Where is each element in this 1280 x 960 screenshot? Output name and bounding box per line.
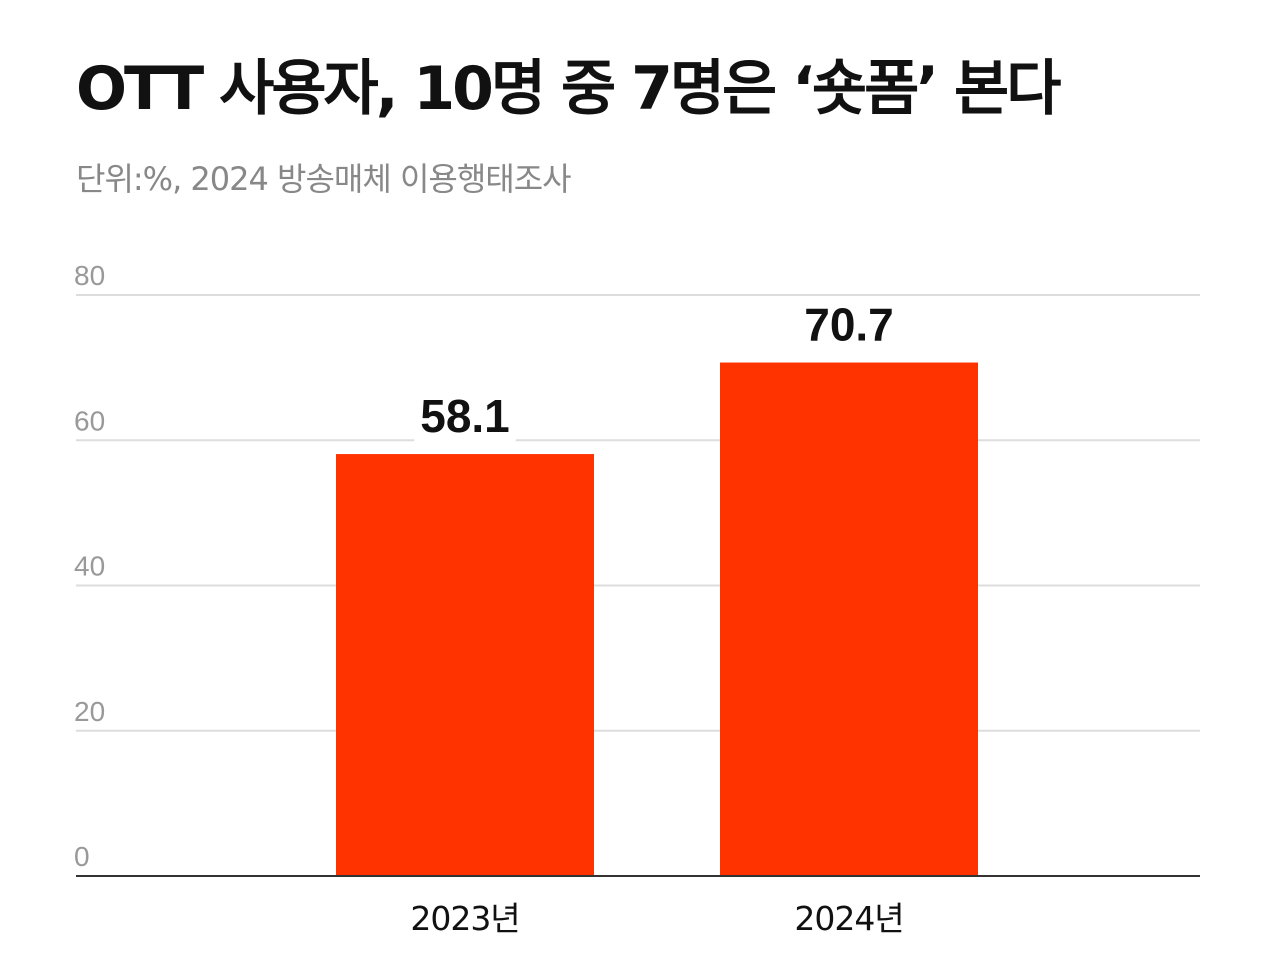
y-tick-label: 0 [74,841,90,872]
bars [76,362,1200,877]
value-label: 70.7 [804,299,894,351]
labels: 0 20 40 60 80 58.1 2023년 70.7 2024년 [74,260,905,938]
chart-subtitle: 단위:%, 2024 방송매체 이용행태조사 [76,160,572,198]
y-tick-label: 80 [74,260,105,291]
chart-title: OTT 사용자, 10명 중 7명은 ‘숏폼’ 본다 [76,54,1061,124]
value-label-background [798,298,900,351]
y-tick-label: 60 [74,405,105,436]
bar-2023년 [336,454,594,876]
x-category-label: 2023년 [410,899,519,938]
value-label-background [414,390,516,443]
y-tick-label: 20 [74,696,105,727]
bar-2024년 [720,362,978,876]
value-label: 58.1 [420,390,510,442]
gridlines [76,294,1200,732]
y-tick-label: 40 [74,551,105,582]
x-category-label: 2024년 [794,899,903,938]
